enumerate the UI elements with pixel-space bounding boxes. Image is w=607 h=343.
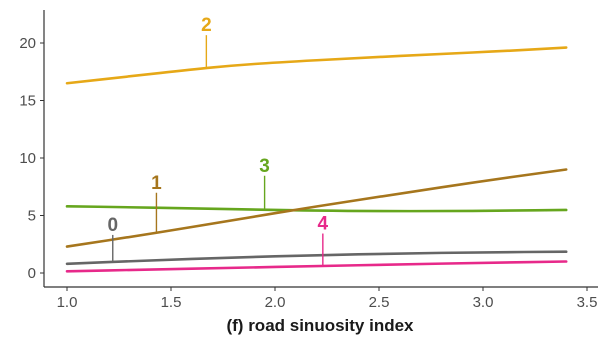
y-tick-label: 10: [19, 150, 36, 167]
y-tick-label: 0: [28, 265, 36, 282]
x-axis-title: (f) road sinuosity index: [226, 316, 414, 335]
series-line-0: [65, 250, 568, 266]
series-label-2: 2: [201, 15, 212, 36]
x-tick-label: 2.0: [265, 294, 286, 311]
y-tick-label: 5: [28, 208, 36, 225]
series-label-4: 4: [318, 214, 329, 235]
series-layer: 2 3 1 0 4: [65, 15, 568, 273]
series-line-1: [65, 168, 568, 248]
x-tick-label: 2.5: [369, 294, 390, 311]
x-tick-label: 1.5: [161, 294, 182, 311]
series-line-4: [65, 260, 568, 273]
y-tick-label: 20: [19, 35, 36, 52]
series-line-2: [65, 46, 568, 85]
x-tick-label: 3.0: [473, 294, 494, 311]
axes-layer: [43, 10, 598, 288]
series-label-0: 0: [107, 215, 118, 236]
y-tick-label: 15: [19, 93, 36, 110]
series-label-3: 3: [259, 156, 270, 177]
x-tick-label: 1.0: [57, 294, 78, 311]
x-tick-label: 3.5: [577, 294, 598, 311]
series-label-1: 1: [151, 173, 162, 194]
